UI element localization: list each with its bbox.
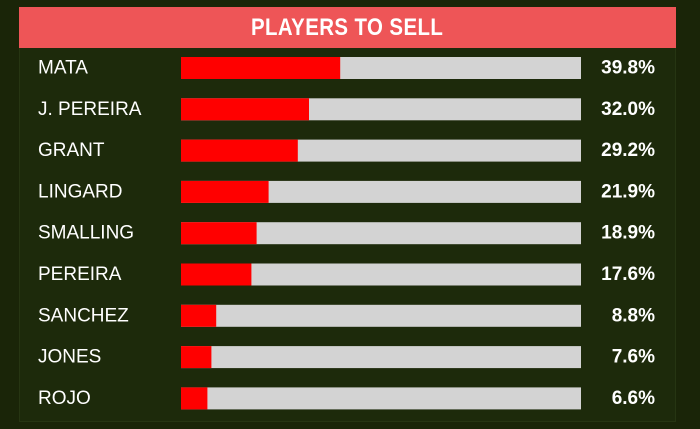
category-label: GRANT	[38, 140, 105, 161]
category-label: J. PEREIRA	[38, 99, 142, 120]
bar-track	[181, 346, 581, 369]
value-label: 8.8%	[612, 305, 655, 326]
bar	[181, 304, 217, 327]
value-label: 7.6%	[612, 347, 655, 368]
bar-track	[181, 222, 581, 245]
category-label: SMALLING	[38, 223, 134, 244]
bar-row: J. PEREIRA 32.0%	[38, 98, 655, 121]
value-label: 6.6%	[612, 388, 655, 409]
category-label: ROJO	[38, 388, 91, 409]
bar-row: SMALLING 18.9%	[38, 222, 655, 245]
category-label: LINGARD	[38, 181, 122, 202]
bar	[181, 57, 341, 79]
bar	[181, 263, 252, 286]
bar-row: GRANT 29.2%	[38, 139, 655, 162]
bar-track	[181, 263, 581, 286]
bar-track	[181, 387, 581, 410]
bar	[181, 98, 309, 121]
value-label: 39.8%	[601, 58, 655, 79]
bar	[181, 222, 257, 245]
bar-track	[181, 180, 581, 203]
category-label: SANCHEZ	[38, 305, 129, 326]
bar	[181, 139, 298, 162]
bar	[181, 346, 212, 369]
bar-row: MATA 39.8%	[38, 57, 655, 79]
value-label: 17.6%	[601, 264, 655, 285]
value-label: 29.2%	[601, 140, 655, 161]
bar-row: ROJO 6.6%	[38, 387, 655, 410]
bar-track	[181, 304, 581, 327]
value-label: 21.9%	[601, 181, 655, 202]
bar-row: LINGARD 21.9%	[38, 180, 655, 203]
chart-title: PLAYERS TO SELL	[251, 13, 444, 41]
bar-row: PEREIRA 17.6%	[38, 263, 655, 286]
value-label: 32.0%	[601, 99, 655, 120]
bar-row: SANCHEZ 8.8%	[38, 304, 655, 327]
bar	[181, 180, 269, 203]
bar	[181, 387, 208, 410]
category-label: MATA	[38, 58, 88, 79]
chart-header: PLAYERS TO SELL	[19, 7, 676, 48]
category-label: JONES	[38, 347, 101, 368]
value-label: 18.9%	[601, 223, 655, 244]
category-label: PEREIRA	[38, 264, 122, 285]
bar-row: JONES 7.6%	[38, 346, 655, 369]
